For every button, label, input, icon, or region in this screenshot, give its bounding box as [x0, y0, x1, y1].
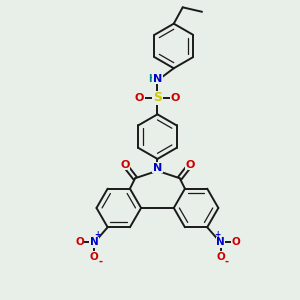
Text: O: O [90, 252, 99, 262]
Text: O: O [75, 237, 84, 247]
Text: N: N [153, 74, 162, 84]
Text: N: N [90, 237, 99, 247]
Text: +: + [214, 230, 220, 239]
Text: +: + [95, 230, 101, 239]
Text: O: O [231, 237, 240, 247]
Text: N: N [216, 237, 225, 247]
Text: O: O [120, 160, 129, 170]
Text: N: N [153, 163, 162, 173]
Text: O: O [185, 160, 195, 170]
Text: -: - [98, 256, 102, 266]
Text: O: O [135, 93, 144, 103]
Text: S: S [153, 92, 162, 104]
Text: O: O [216, 252, 225, 262]
Text: -: - [224, 256, 229, 266]
Text: H: H [148, 74, 156, 84]
Text: O: O [171, 93, 180, 103]
